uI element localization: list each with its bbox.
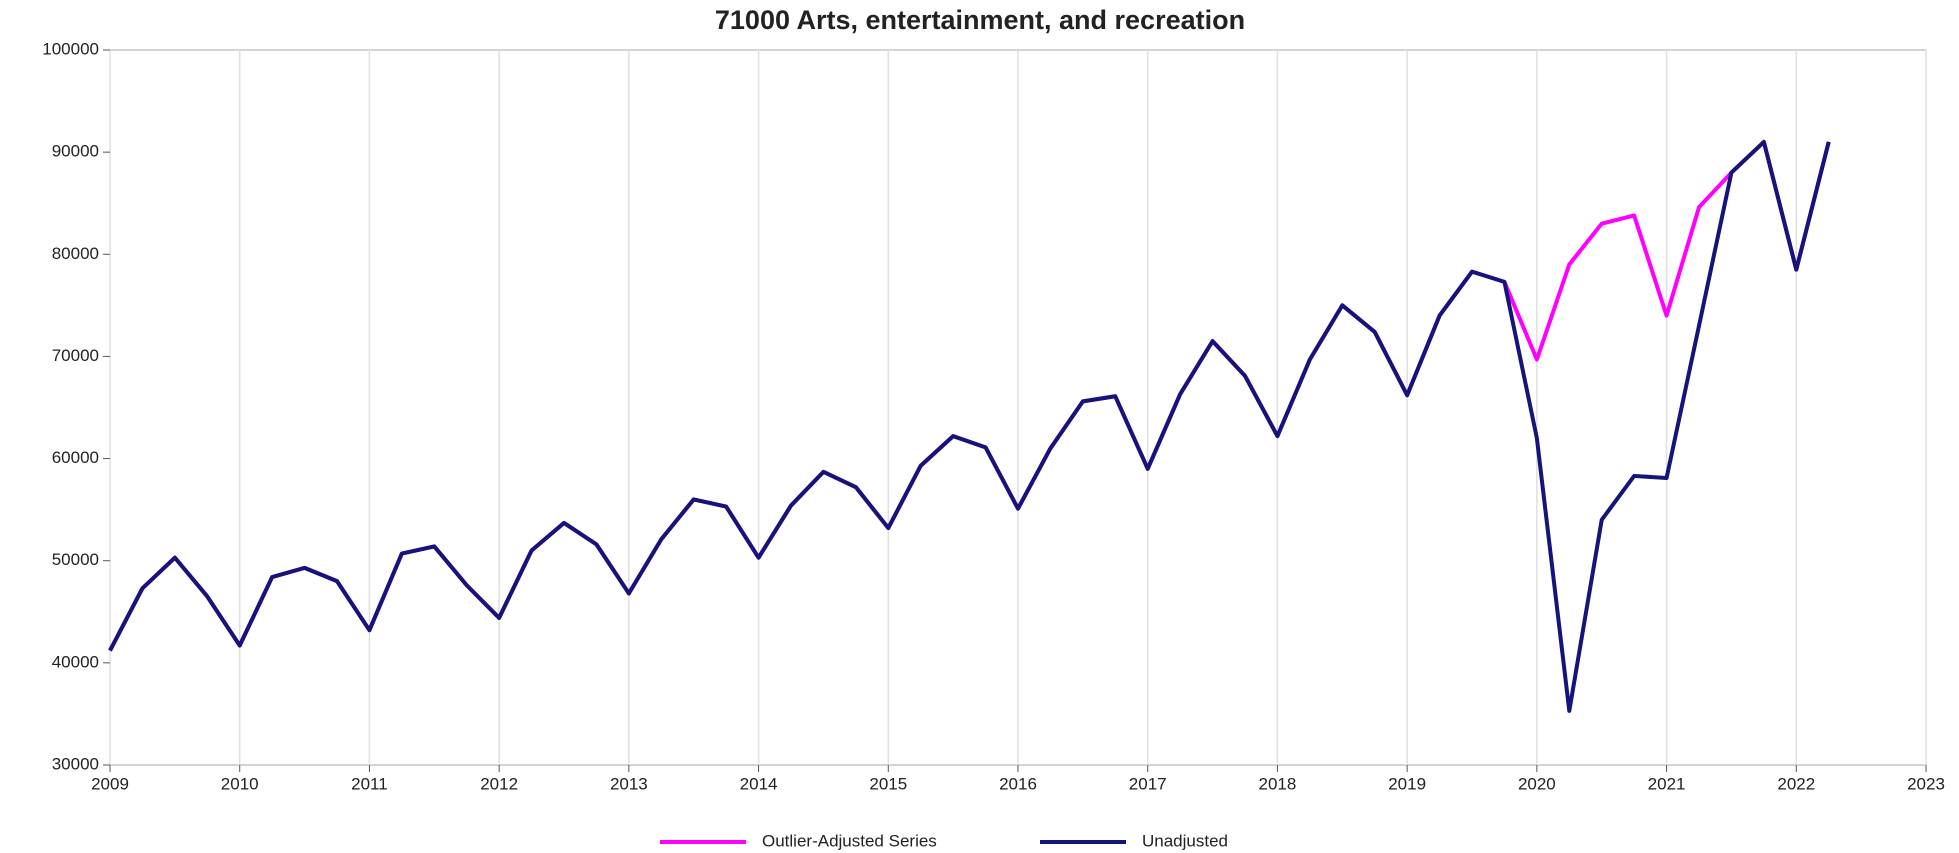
series-line — [108, 139, 1831, 713]
x-tick-label: 2009 — [91, 774, 129, 793]
x-tick-label: 2018 — [1259, 774, 1297, 793]
x-tick-label: 2010 — [221, 774, 259, 793]
y-tick-label: 50000 — [52, 550, 99, 569]
y-tick-label: 80000 — [52, 244, 99, 263]
y-tick-label: 30000 — [52, 754, 99, 773]
legend-label: Unadjusted — [1142, 831, 1228, 850]
x-tick-label: 2019 — [1388, 774, 1426, 793]
x-tick-label: 2020 — [1518, 774, 1556, 793]
x-tick-label: 2011 — [351, 774, 388, 793]
x-tick-label: 2022 — [1777, 774, 1815, 793]
x-tick-label: 2021 — [1648, 774, 1686, 793]
x-tick-label: 2015 — [869, 774, 907, 793]
y-tick-label: 60000 — [52, 448, 99, 467]
y-tick-label: 100000 — [42, 39, 99, 58]
y-tick-label: 40000 — [52, 652, 99, 671]
x-tick-label: 2012 — [480, 774, 518, 793]
y-tick-label: 70000 — [52, 346, 99, 365]
series-line — [108, 139, 1831, 652]
x-tick-label: 2016 — [999, 774, 1037, 793]
x-tick-label: 2014 — [740, 774, 778, 793]
legend-label: Outlier-Adjusted Series — [762, 831, 937, 850]
x-tick-label: 2017 — [1129, 774, 1167, 793]
x-tick-label: 2013 — [610, 774, 648, 793]
y-tick-label: 90000 — [52, 142, 99, 161]
chart-title: 71000 Arts, entertainment, and recreatio… — [715, 5, 1245, 35]
x-tick-label: 2023 — [1907, 774, 1945, 793]
